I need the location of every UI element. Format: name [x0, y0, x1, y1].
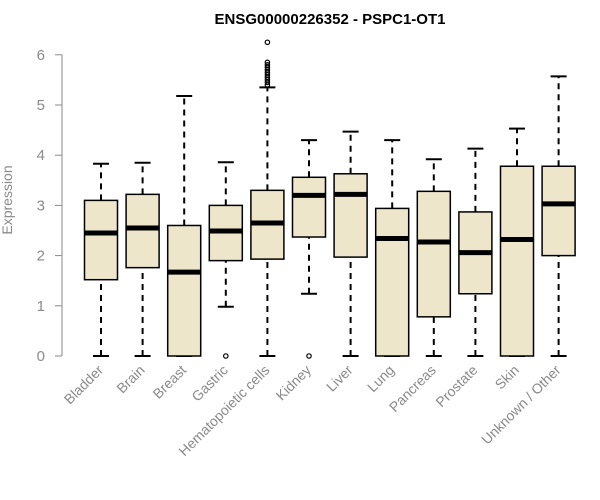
- outlier-point: [264, 77, 271, 83]
- iqr-box: [333, 173, 368, 258]
- y-tick-label: 6: [37, 47, 45, 64]
- iqr-box: [374, 207, 410, 357]
- x-tick-label: Brain: [113, 362, 147, 396]
- y-axis: 0 1 2 3 4 5 6: [37, 47, 63, 365]
- outlier-point: [264, 82, 271, 88]
- y-tick-label: 5: [37, 97, 45, 114]
- iqr-box: [291, 176, 327, 238]
- iqr-box: [166, 224, 202, 357]
- y-tick-label: 0: [37, 348, 45, 365]
- outlier-point: [264, 67, 271, 73]
- outlier-point: [306, 353, 312, 359]
- chart-title: ENSG00000226352 - PSPC1-OT1: [215, 11, 446, 28]
- x-tick-label: Kidney: [273, 362, 315, 404]
- outlier-point: [264, 62, 271, 68]
- iqr-box: [83, 199, 119, 281]
- box-kidney: [291, 139, 327, 359]
- x-tick-label: Lung: [364, 362, 397, 395]
- outlier-point: [264, 79, 271, 86]
- y-tick-label: 4: [37, 147, 45, 164]
- iqr-box: [125, 193, 160, 269]
- box-breast: [166, 94, 202, 357]
- outlier-point: [223, 353, 229, 359]
- box-hematopoietic-cells: [250, 39, 285, 357]
- outlier-point: [264, 69, 271, 76]
- outlier-point: [264, 72, 271, 78]
- x-tick-label: Skin: [492, 362, 523, 393]
- x-tick-label: Bladder: [61, 362, 107, 408]
- box-skin: [499, 127, 535, 357]
- box-prostate: [458, 147, 493, 357]
- box-brain: [125, 161, 160, 357]
- outlier-point: [264, 74, 271, 81]
- outlier-point: [264, 64, 271, 71]
- x-tick-label: Prostate: [432, 362, 480, 410]
- box-bladder: [83, 162, 119, 357]
- iqr-box: [499, 165, 535, 357]
- outlier-point: [264, 39, 271, 46]
- box-unknown-other: [541, 75, 576, 357]
- iqr-box: [541, 165, 576, 257]
- iqr-box: [416, 190, 452, 318]
- box-pancreas: [416, 158, 452, 357]
- y-tick-label: 2: [37, 248, 45, 265]
- y-axis-label: Expression: [0, 165, 15, 234]
- box-gastric: [208, 161, 244, 359]
- y-tick-label: 3: [37, 197, 45, 214]
- outlier-point: [264, 59, 271, 66]
- box-group: [83, 39, 576, 359]
- y-tick-label: 1: [37, 298, 45, 315]
- box-liver: [333, 130, 368, 357]
- x-tick-label: Breast: [149, 362, 189, 402]
- box-lung: [374, 139, 410, 357]
- x-tick-label: Liver: [323, 362, 356, 395]
- x-tick-label: Unknown / Other: [478, 362, 564, 448]
